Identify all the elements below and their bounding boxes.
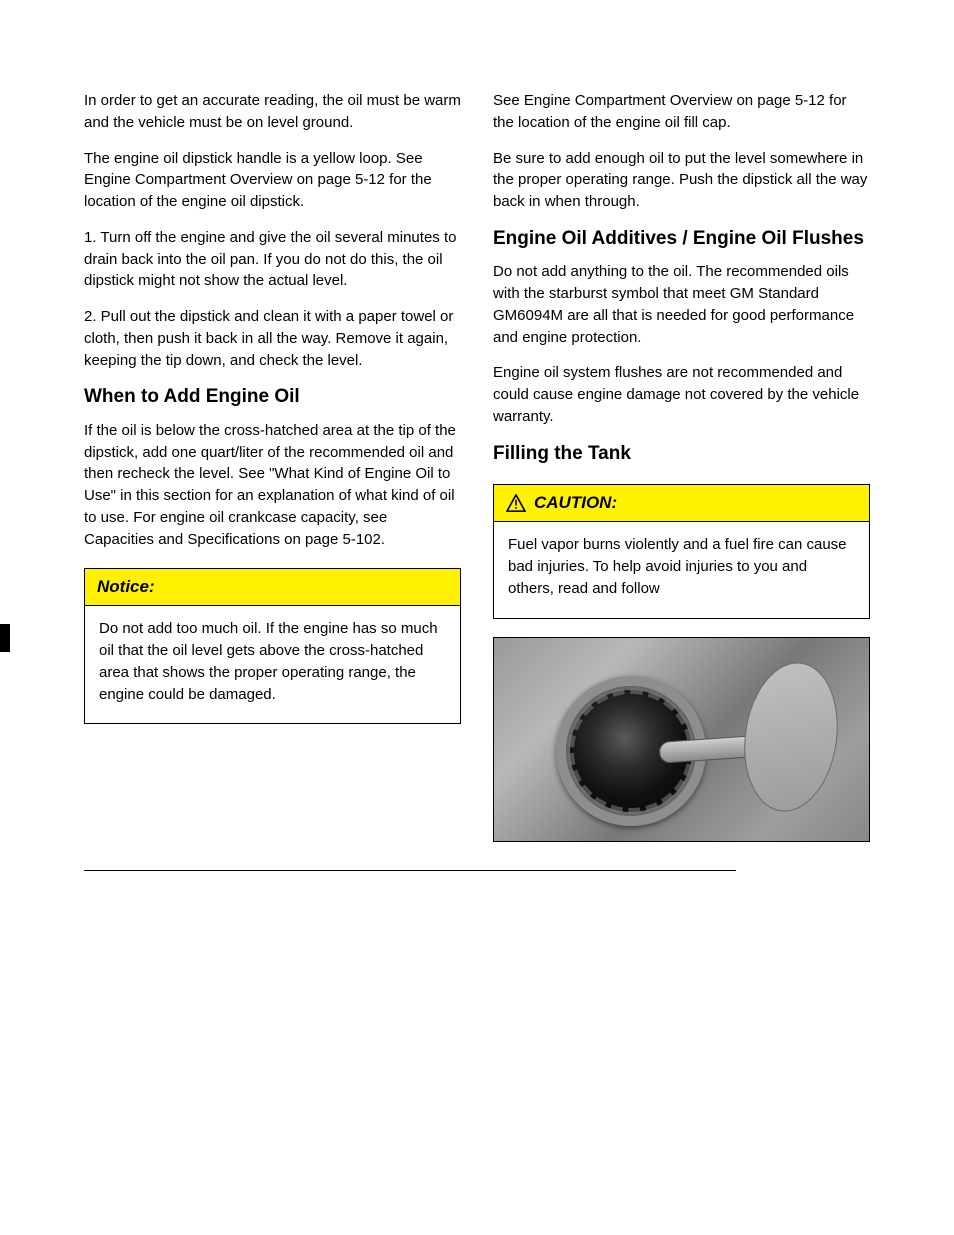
footer-rule	[84, 870, 736, 871]
notice-header: Notice:	[85, 569, 460, 606]
caution-label: CAUTION:	[534, 493, 617, 513]
caution-body: Fuel vapor burns violently and a fuel fi…	[494, 522, 869, 617]
additives-body2: Engine oil system flushes are not recomm…	[493, 362, 870, 427]
page-edge-mark	[0, 624, 10, 652]
fill-cap-location: See Engine Compartment Overview on page …	[493, 90, 870, 134]
fuel-door	[735, 656, 847, 817]
two-column-layout: In order to get an accurate reading, the…	[84, 90, 870, 842]
additives-title: Engine Oil Additives / Engine Oil Flushe…	[493, 227, 870, 252]
left-column: In order to get an accurate reading, the…	[84, 90, 461, 842]
when-to-add-title: When to Add Engine Oil	[84, 385, 461, 410]
notice-box: Notice: Do not add too much oil. If the …	[84, 568, 461, 724]
notice-label: Notice:	[97, 577, 155, 597]
warning-triangle-icon	[506, 494, 526, 512]
notice-body: Do not add too much oil. If the engine h…	[85, 606, 460, 723]
fuel-cap-photo	[493, 637, 870, 842]
step-1: 1. Turn off the engine and give the oil …	[84, 227, 461, 292]
oil-reading-intro: In order to get an accurate reading, the…	[84, 90, 461, 134]
page-content: In order to get an accurate reading, the…	[84, 90, 870, 1175]
when-to-add-body: If the oil is below the cross-hatched ar…	[84, 420, 461, 551]
filling-tank-title: Filling the Tank	[493, 442, 870, 467]
dipstick-location: The engine oil dipstick handle is a yell…	[84, 148, 461, 213]
caution-box: CAUTION: Fuel vapor burns violently and …	[493, 484, 870, 618]
caution-header: CAUTION:	[494, 485, 869, 522]
additives-body: Do not add anything to the oil. The reco…	[493, 261, 870, 348]
step-2: 2. Pull out the dipstick and clean it wi…	[84, 306, 461, 371]
add-enough-oil: Be sure to add enough oil to put the lev…	[493, 148, 870, 213]
right-column: See Engine Compartment Overview on page …	[493, 90, 870, 842]
